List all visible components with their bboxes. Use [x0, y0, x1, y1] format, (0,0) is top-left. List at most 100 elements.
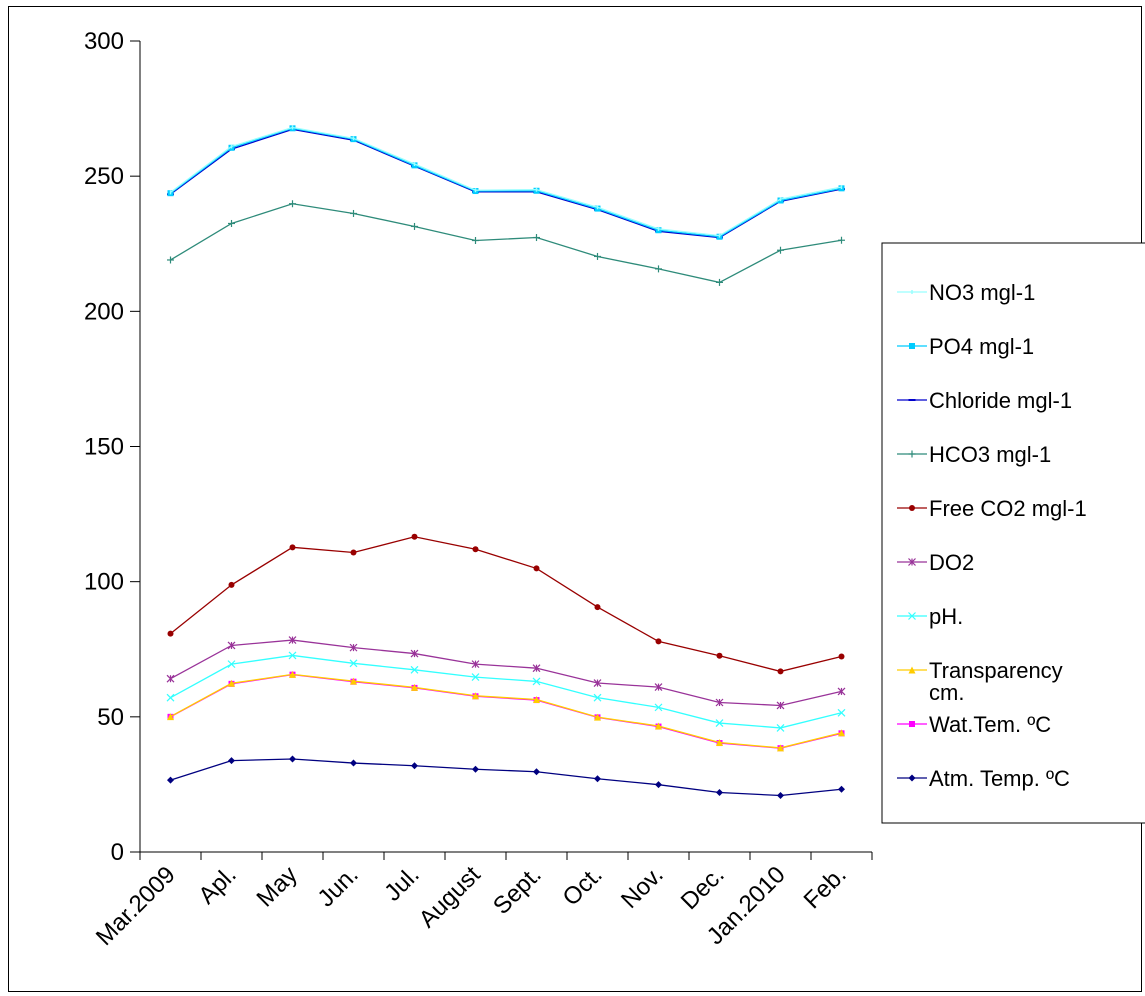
legend-marker — [909, 505, 915, 511]
series-9 — [167, 755, 845, 800]
x-tick-label: Dec. — [676, 861, 730, 915]
x-tick-label: Jun. — [313, 861, 364, 912]
legend-item: Transparency cm. — [897, 658, 1063, 705]
data-point — [410, 665, 419, 674]
data-point — [776, 723, 785, 732]
legend-item: Wat.Tem. ºC — [897, 712, 1051, 737]
data-point — [410, 649, 419, 658]
data-point — [776, 701, 785, 710]
legend-marker — [908, 450, 916, 458]
x-tick-label: Mar.2009 — [91, 861, 181, 951]
data-point — [715, 719, 724, 727]
data-point — [716, 739, 723, 747]
x-tick-label: Oct. — [558, 861, 608, 911]
data-point — [655, 781, 662, 789]
legend-label: Free CO2 mgl-1 — [929, 496, 1087, 521]
data-point — [716, 278, 723, 286]
data-point — [594, 604, 601, 611]
series-1 — [167, 125, 845, 240]
data-point — [350, 759, 357, 767]
data-point — [167, 713, 174, 721]
data-point — [166, 674, 175, 683]
series-line — [170, 673, 842, 749]
data-point — [594, 252, 601, 260]
data-point — [167, 256, 174, 264]
data-point — [716, 789, 723, 797]
data-point — [594, 713, 601, 721]
data-point — [593, 693, 602, 702]
data-point — [777, 246, 784, 254]
data-point — [289, 670, 296, 678]
legend-item: DO2 — [897, 550, 974, 575]
legend-label: Atm. Temp. ºC — [929, 766, 1070, 791]
data-point — [593, 679, 602, 687]
x-tick-label: May — [252, 861, 303, 912]
data-point — [472, 237, 479, 245]
data-point — [227, 641, 236, 650]
data-point — [838, 236, 845, 244]
series-3 — [167, 200, 845, 286]
data-point — [716, 652, 723, 659]
x-tick-label: Sept. — [488, 861, 547, 920]
data-point — [350, 677, 357, 685]
legend-label: DO2 — [929, 550, 974, 575]
y-tick-label: 250 — [84, 163, 124, 190]
legend: NO3 mgl-1 PO4 mgl-1 Chloride mgl-1 HCO3 mgl… — [881, 242, 1145, 824]
series-layer — [166, 125, 846, 800]
series-line — [170, 203, 842, 284]
data-point — [654, 703, 663, 712]
legend-box — [881, 242, 1145, 824]
data-point — [532, 664, 541, 673]
legend-marker — [908, 612, 916, 620]
data-point — [532, 677, 541, 686]
data-point — [227, 660, 236, 669]
data-point — [228, 679, 235, 687]
y-tick-label: 100 — [84, 569, 124, 596]
data-point — [411, 533, 418, 540]
y-tick-label: 50 — [97, 704, 124, 731]
series-line — [170, 126, 842, 237]
legend-item: Atm. Temp. ºC — [897, 766, 1070, 791]
data-point — [411, 222, 418, 230]
data-point — [837, 708, 846, 717]
series-line — [170, 536, 842, 673]
x-tick-label: Nov. — [616, 861, 669, 914]
series-0 — [169, 125, 843, 238]
legend-item: Free CO2 mgl-1 — [897, 496, 1087, 521]
data-point — [471, 673, 480, 682]
series-line — [170, 127, 842, 238]
series-6 — [166, 651, 846, 732]
series-4 — [167, 533, 845, 675]
legend-marker — [908, 558, 916, 566]
series-line — [170, 674, 842, 749]
data-point — [471, 660, 480, 669]
legend-marker — [908, 666, 916, 674]
series-line — [170, 128, 842, 239]
legend-label: Transparency cm. — [929, 658, 1063, 705]
legend-item: pH. — [897, 604, 963, 629]
data-point — [838, 729, 845, 737]
data-point — [533, 565, 540, 572]
legend-label: pH. — [929, 604, 963, 629]
series-line — [170, 758, 842, 797]
data-point — [411, 762, 418, 770]
legend-label: HCO3 mgl-1 — [929, 442, 1051, 467]
data-point — [472, 765, 479, 773]
data-point — [288, 636, 297, 644]
data-point — [288, 651, 297, 660]
data-point — [166, 693, 175, 702]
data-point — [533, 768, 540, 776]
legend-label: Wat.Tem. ºC — [929, 712, 1051, 737]
legend-item: NO3 mgl-1 — [897, 280, 1035, 305]
legend-item: PO4 mgl-1 — [897, 334, 1034, 359]
data-point — [777, 744, 784, 752]
data-point — [533, 696, 540, 704]
y-tick-label: 300 — [84, 28, 124, 55]
data-point — [715, 698, 724, 707]
legend-label: NO3 mgl-1 — [929, 280, 1035, 305]
data-point — [411, 683, 418, 691]
data-point — [838, 785, 845, 793]
series-5 — [166, 636, 846, 710]
x-tick-label: August — [414, 861, 486, 933]
